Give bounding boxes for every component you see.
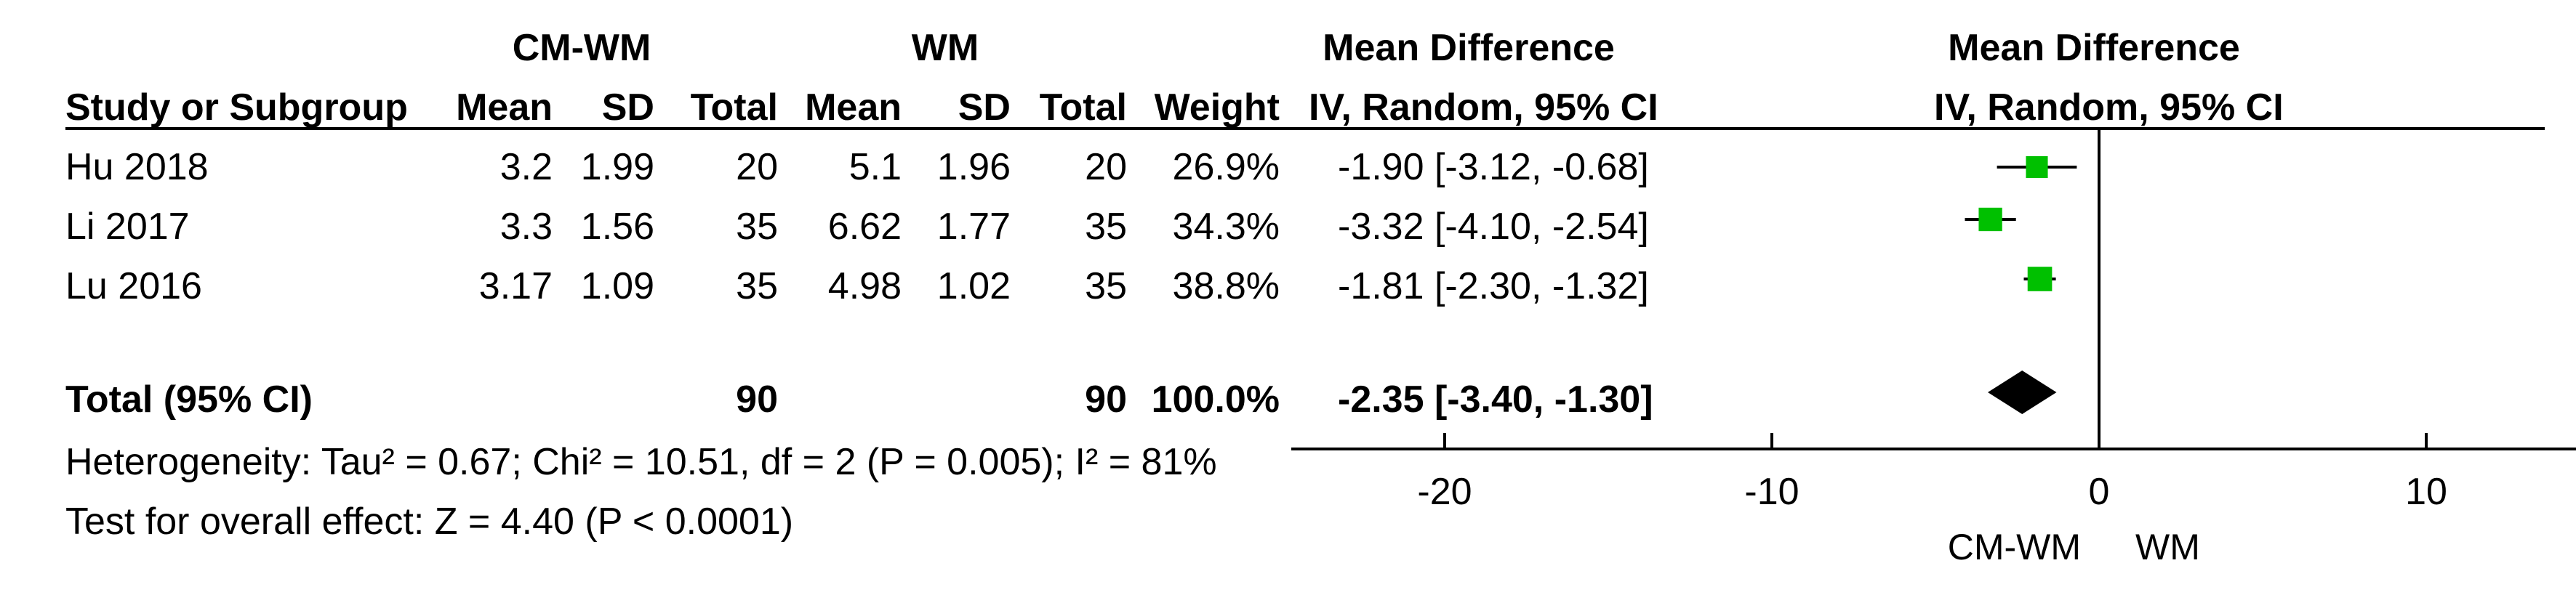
weight-value: 38.8%	[1172, 265, 1280, 307]
total1-value: 20	[736, 146, 778, 188]
total2-header: Total	[1039, 86, 1127, 129]
total2-sum: 90	[1085, 379, 1127, 421]
x-tick-label: -10	[1744, 471, 1799, 513]
total-weight: 100.0%	[1151, 379, 1280, 421]
sd2-value: 1.77	[936, 206, 1011, 248]
favours-left-label: CM-WM	[1948, 527, 2081, 567]
weight-value: 26.9%	[1172, 146, 1280, 188]
study-name: Hu 2018	[65, 146, 209, 188]
mean2-header: Mean	[805, 86, 902, 129]
plot-subheader: IV, Random, 95% CI	[1934, 86, 2284, 129]
study-name: Lu 2016	[65, 265, 202, 307]
group2-header: WM	[911, 27, 979, 69]
total1-sum: 90	[736, 379, 778, 421]
total2-value: 20	[1085, 146, 1127, 188]
ci-value: -1.81 [-2.30, -1.32]	[1338, 265, 1649, 307]
mean1-value: 3.17	[478, 265, 553, 307]
sd2-value: 1.02	[936, 265, 1011, 307]
heterogeneity-text: Heterogeneity: Tau² = 0.67; Chi² = 10.51…	[65, 441, 1217, 483]
sd1-value: 1.09	[580, 265, 654, 307]
study-header: Study or Subgroup	[65, 86, 408, 129]
md-header: Mean Difference	[1323, 27, 1615, 69]
mean1-header: Mean	[456, 86, 553, 129]
group1-header: CM-WM	[512, 27, 651, 69]
mean2-value: 6.62	[827, 206, 902, 248]
sd1-value: 1.56	[580, 206, 654, 248]
study-name: Li 2017	[65, 206, 190, 248]
md-subheader: IV, Random, 95% CI	[1309, 86, 1658, 129]
total2-value: 35	[1085, 206, 1127, 248]
mean1-value: 3.2	[499, 146, 553, 188]
sd1-header: SD	[601, 86, 654, 129]
weight-header: Weight	[1154, 86, 1280, 129]
total1-value: 35	[736, 265, 778, 307]
point-marker	[2027, 267, 2053, 291]
x-tick-label: 10	[2405, 471, 2447, 513]
overall-effect-text: Test for overall effect: Z = 4.40 (P < 0…	[65, 501, 794, 543]
sd2-value: 1.96	[936, 146, 1011, 188]
total2-value: 35	[1085, 265, 1127, 307]
ci-value: -1.90 [-3.12, -0.68]	[1338, 146, 1649, 188]
weight-value: 34.3%	[1172, 206, 1280, 248]
ci-value: -3.32 [-4.10, -2.54]	[1338, 206, 1649, 248]
pooled-diamond	[1988, 371, 2057, 414]
favours-right-label: WM	[2135, 527, 2200, 567]
mean2-value: 5.1	[848, 146, 902, 188]
mean2-value: 4.98	[827, 265, 902, 307]
plot-header: Mean Difference	[1948, 27, 2240, 69]
total-ci: -2.35 [-3.40, -1.30]	[1338, 379, 1653, 421]
x-tick-label: -20	[1417, 471, 1472, 513]
x-tick-label: 0	[2089, 471, 2110, 513]
sd2-header: SD	[958, 86, 1011, 129]
point-marker	[1978, 207, 2002, 232]
total1-header: Total	[690, 86, 778, 129]
point-marker	[2026, 155, 2048, 179]
total-label: Total (95% CI)	[65, 379, 313, 421]
total1-value: 35	[736, 206, 778, 248]
sd1-value: 1.99	[580, 146, 654, 188]
mean1-value: 3.3	[499, 206, 553, 248]
